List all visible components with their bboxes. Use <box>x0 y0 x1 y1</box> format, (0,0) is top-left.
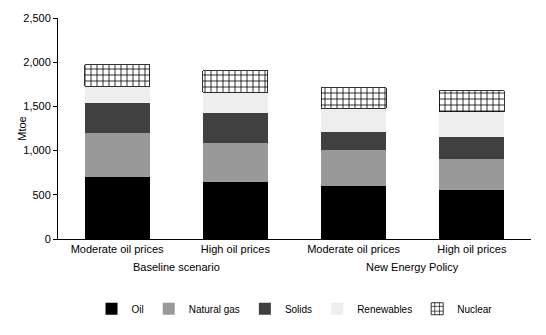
svg-text:New Energy Policy: New Energy Policy <box>366 261 459 273</box>
svg-text:1,500: 1,500 <box>23 100 51 112</box>
svg-text:2,500: 2,500 <box>23 12 51 24</box>
svg-text:Moderate oil prices: Moderate oil prices <box>71 243 164 255</box>
svg-text:Moderate oil prices: Moderate oil prices <box>307 243 400 255</box>
svg-text:2,000: 2,000 <box>23 56 51 68</box>
svg-text:High oil prices: High oil prices <box>437 243 507 255</box>
svg-text:Solids: Solids <box>285 304 312 315</box>
svg-text:Renewables: Renewables <box>357 304 412 315</box>
svg-text:Nuclear: Nuclear <box>457 304 492 315</box>
svg-text:Mtoe: Mtoe <box>16 116 28 140</box>
svg-text:Oil: Oil <box>132 304 144 315</box>
svg-text:Natural gas: Natural gas <box>189 304 240 315</box>
svg-text:0: 0 <box>45 233 51 245</box>
svg-text:High oil prices: High oil prices <box>201 243 271 255</box>
svg-text:Baseline scenario: Baseline scenario <box>133 261 220 273</box>
svg-text:500: 500 <box>32 189 50 201</box>
svg-text:1,000: 1,000 <box>23 144 51 156</box>
